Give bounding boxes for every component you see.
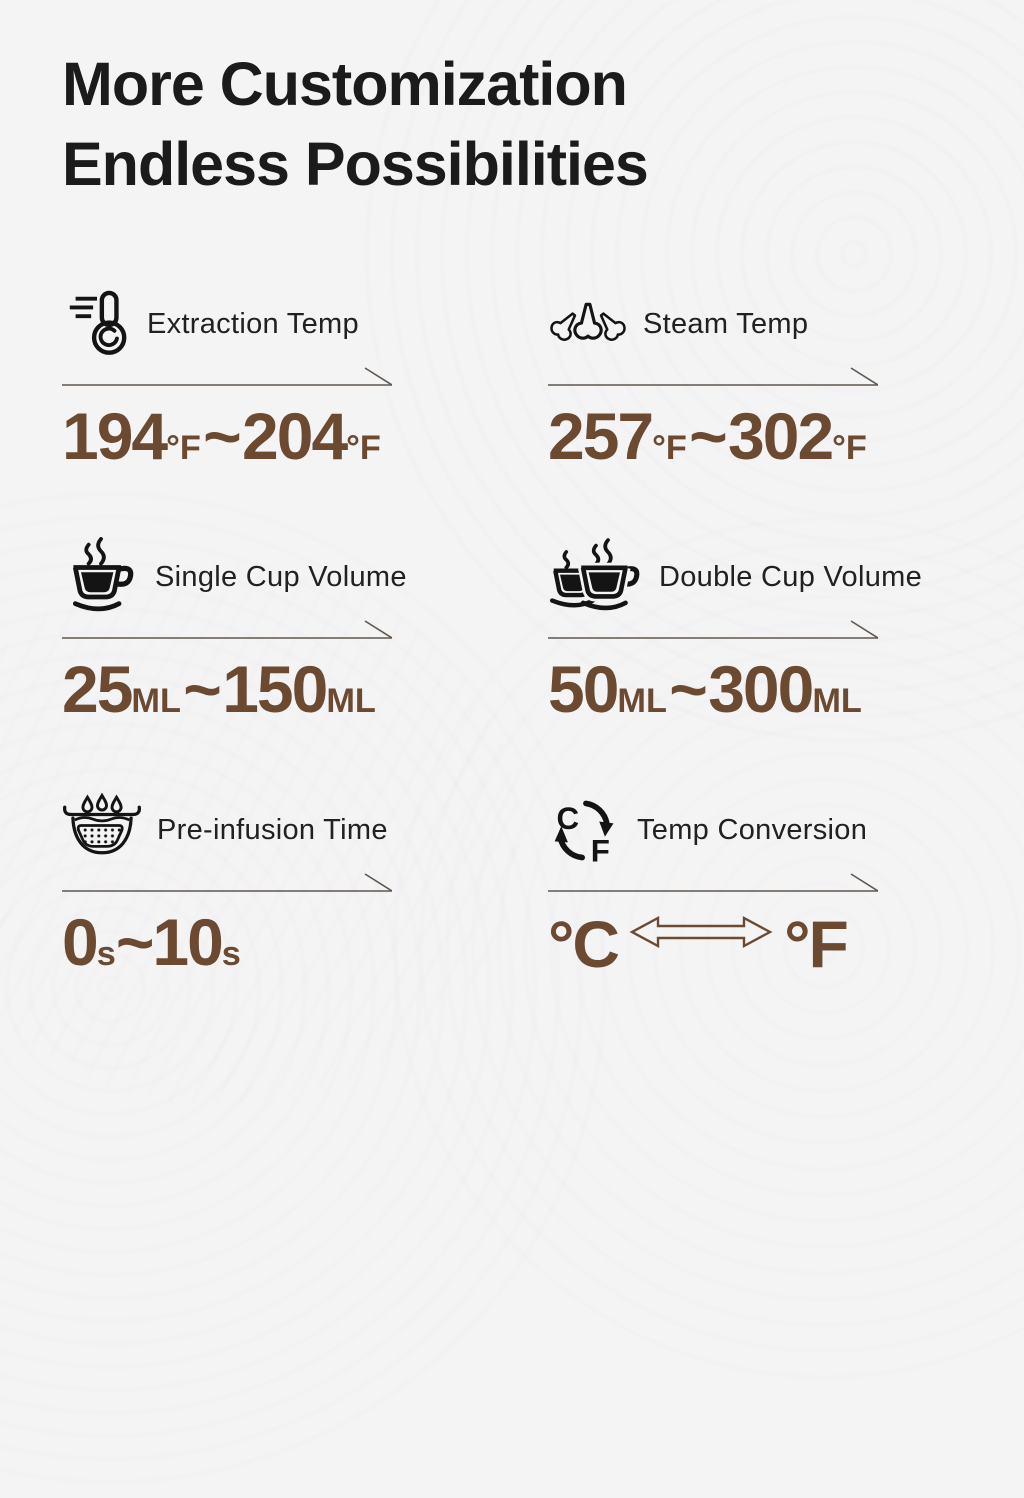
value-from-unit: s [96, 935, 116, 973]
feature-value: 194°F ~ 204°F [62, 403, 392, 469]
value-from: 257 [548, 399, 654, 473]
feature-header: Steam Temp [548, 285, 878, 363]
divider-line [62, 620, 392, 639]
divider-line [62, 873, 392, 892]
title-line-1: More Customization [62, 50, 628, 118]
value-to: 302 [728, 399, 834, 473]
value-celsius: °C [548, 907, 620, 981]
feature-label: Extraction Temp [147, 307, 359, 340]
divider-line [548, 873, 878, 892]
value-from: 50 [548, 652, 619, 726]
value-to-unit: s [221, 935, 241, 973]
divider-line [62, 367, 392, 386]
value-from-unit: ML [131, 682, 181, 720]
feature-header: C F Temp Conversion [548, 791, 878, 869]
feature-pre-infusion-time: Pre-infusion Time 0s~10s [62, 791, 392, 977]
value-from: 194 [62, 399, 168, 473]
value-to: 150 [222, 652, 328, 726]
feature-double-cup-volume: Double Cup Volume 50ML ~ 300ML [548, 538, 922, 722]
value-from-unit: °F [166, 429, 201, 467]
page-title: More Customization Endless Possibilities [62, 44, 1024, 204]
value-from: 0 [62, 905, 99, 979]
value-separator: ~ [180, 652, 223, 726]
feature-value: 257°F ~ 302°F [548, 403, 878, 469]
feature-value: °C °F [548, 909, 878, 977]
feature-extraction-temp: Extraction Temp 194°F ~ 204°F [62, 285, 392, 469]
svg-text:C: C [557, 801, 580, 836]
title-line-2: Endless Possibilities [62, 130, 649, 198]
value-to-unit: °F [832, 429, 867, 467]
value-from: 25 [62, 652, 133, 726]
feature-value: 25ML ~ 150ML [62, 656, 392, 722]
feature-steam-temp: Steam Temp 257°F ~ 302°F [548, 285, 878, 469]
divider-line [548, 367, 878, 386]
value-to-unit: °F [346, 429, 381, 467]
feature-label: Double Cup Volume [659, 560, 923, 593]
feature-header: Single Cup Volume [62, 537, 406, 617]
feature-value: 0s~10s [62, 909, 392, 975]
value-to: 10 [152, 905, 223, 979]
feature-header: Pre-infusion Time [62, 791, 392, 869]
feature-label: Single Cup Volume [155, 560, 407, 593]
feature-grid: Extraction Temp 194°F ~ 204°F [62, 285, 1024, 977]
infographic: More Customization Endless Possibilities… [0, 44, 1024, 977]
value-to-unit: ML [812, 682, 862, 720]
value-from-unit: °F [652, 429, 687, 467]
svg-text:F: F [591, 833, 610, 867]
value-separator: ~ [686, 399, 729, 473]
value-to-unit: ML [326, 682, 376, 720]
feature-label: Steam Temp [643, 307, 809, 340]
feature-label: Temp Conversion [637, 813, 868, 846]
steam-icon [548, 295, 628, 353]
feature-label: Pre-infusion Time [157, 813, 388, 846]
water-drip-basket-icon [62, 791, 142, 869]
feature-value: 50ML ~ 300ML [548, 656, 878, 722]
feature-single-cup-volume: Single Cup Volume 25ML ~ 150ML [62, 537, 406, 722]
value-separator: ~ [666, 652, 709, 726]
single-cup-icon [62, 537, 140, 617]
bidirectional-arrow-icon [629, 915, 773, 949]
value-separator: ~ [200, 399, 243, 473]
thermometer-icon [62, 289, 132, 359]
value-to: 204 [242, 399, 348, 473]
value-from-unit: ML [617, 682, 667, 720]
divider-line [548, 620, 878, 639]
value-fahrenheit: °F [784, 907, 849, 981]
value-to: 300 [708, 652, 814, 726]
celsius-fahrenheit-cycle-icon: C F [548, 793, 622, 867]
feature-header: Double Cup Volume [548, 538, 922, 616]
value-separator: ~ [115, 905, 155, 979]
feature-header: Extraction Temp [62, 285, 392, 363]
feature-temp-conversion: C F Temp Conversion °C °F [548, 791, 878, 977]
double-cup-icon [548, 538, 644, 616]
